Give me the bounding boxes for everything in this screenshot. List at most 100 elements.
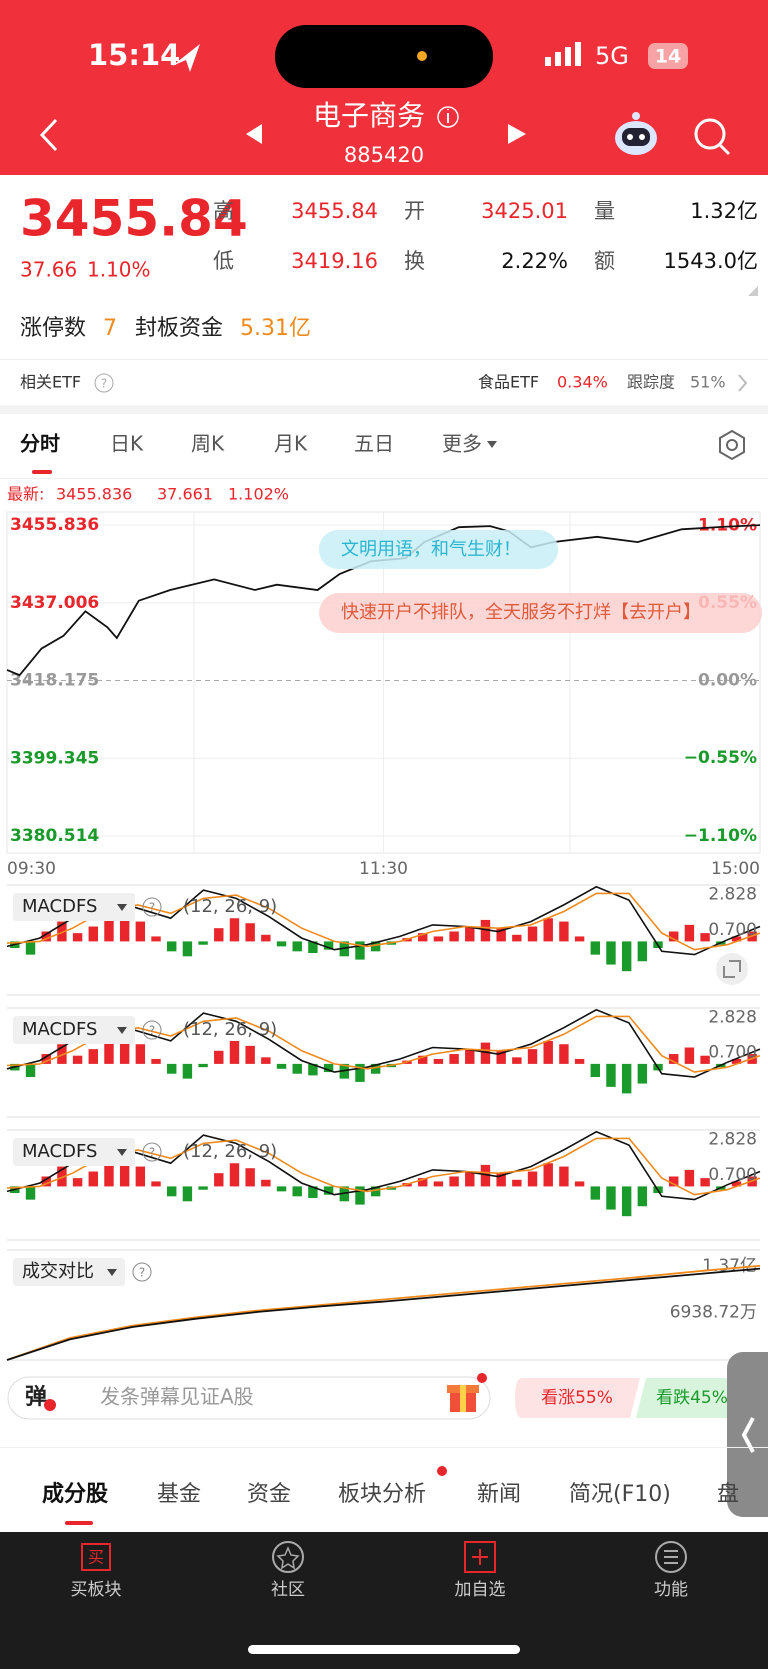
macd-bar	[418, 1178, 428, 1187]
signal	[545, 42, 581, 66]
macd-bar	[574, 1058, 585, 1064]
field-label: 换	[404, 249, 425, 273]
field-label: 量	[594, 199, 615, 223]
network: 5G	[595, 42, 629, 70]
help-circle[interactable]	[94, 373, 114, 393]
down-pill[interactable]	[636, 1378, 745, 1418]
etf-name: 食品ETF	[478, 373, 539, 392]
macd-bar	[261, 934, 271, 942]
robot-icon[interactable]	[615, 112, 657, 155]
tab-underline	[32, 470, 52, 474]
info-icon[interactable]	[437, 106, 459, 128]
up-pill[interactable]	[515, 1378, 640, 1418]
star	[276, 1546, 300, 1570]
macd-bar	[104, 918, 114, 942]
search[interactable]	[694, 118, 731, 156]
toolbar-item[interactable]: 加自选	[455, 1580, 506, 1600]
macd-bar	[621, 1063, 632, 1094]
indicator-box[interactable]	[13, 1016, 135, 1044]
macd-bar	[276, 1186, 287, 1192]
macd-bar	[261, 1057, 271, 1064]
bottom-tab[interactable]: 基金	[157, 1482, 201, 1507]
bottom-tab[interactable]: 板块分析	[338, 1482, 426, 1507]
macd-bar	[119, 1034, 130, 1064]
gift[interactable]	[447, 1385, 479, 1412]
side-tab[interactable]	[727, 1352, 768, 1517]
macd-bar	[323, 1186, 334, 1195]
macd-bar	[245, 1045, 255, 1064]
macd-bar	[41, 1176, 51, 1187]
macd-bar	[72, 1055, 83, 1064]
indicator-box[interactable]	[13, 1138, 135, 1166]
macd-bar	[527, 1049, 538, 1064]
macd-bar	[182, 1063, 193, 1079]
macd-bar	[214, 1050, 224, 1064]
dynamic-island	[275, 25, 493, 88]
help: ?	[101, 377, 107, 391]
macd-bar	[198, 1063, 208, 1068]
bottom-tab[interactable]: 盘	[717, 1482, 739, 1507]
line	[6, 1264, 761, 1361]
macd-bar	[88, 1049, 98, 1064]
bottom-tab[interactable]: 成分股	[42, 1482, 108, 1507]
latest-label: 最新:	[7, 485, 44, 504]
toolbar-item[interactable]: 买板块	[71, 1580, 122, 1600]
macd-bar	[496, 1173, 506, 1187]
tab[interactable]: 日K	[110, 432, 144, 456]
y-tick-label: 3399.345	[10, 748, 99, 768]
macd-bar	[574, 936, 585, 942]
battery-level: 14	[655, 46, 681, 68]
tab[interactable]: 五日	[354, 432, 394, 456]
bottom-tab[interactable]: 新闻	[477, 1482, 521, 1507]
camera-dot	[417, 51, 427, 61]
indicator-box[interactable]	[13, 1258, 125, 1286]
fund-label: 封板资金	[135, 316, 223, 341]
toolbar-item[interactable]: 功能	[654, 1580, 688, 1600]
back[interactable]	[39, 118, 58, 152]
macd-bar	[151, 1058, 161, 1064]
macd-bar	[292, 1186, 302, 1197]
field-label: 额	[594, 249, 615, 273]
y-tick-label: 0.700	[708, 1165, 757, 1185]
time: 15:14	[88, 38, 180, 72]
help-circle	[142, 1020, 162, 1040]
home-indicator	[248, 1645, 520, 1654]
caret	[117, 1027, 127, 1034]
macd-bar	[496, 1050, 506, 1064]
bottom-tab[interactable]: 简况(F10)	[569, 1482, 671, 1507]
macd-bar	[621, 1186, 632, 1217]
toolbar-item[interactable]: 社区	[271, 1580, 305, 1600]
x-tick-label: 15:00	[711, 859, 760, 879]
macd-bar	[465, 926, 475, 942]
tab[interactable]: 月K	[274, 432, 308, 456]
macd-bar	[731, 1058, 742, 1064]
macd-bar	[731, 936, 742, 942]
plus	[472, 1549, 488, 1565]
y-tick-label: 6938.72万	[670, 1302, 757, 1322]
next[interactable]	[508, 124, 526, 144]
latest-change: 37.661	[157, 485, 213, 504]
macd-bar	[72, 1178, 83, 1187]
tab[interactable]: 分时	[20, 432, 60, 456]
prev[interactable]	[246, 124, 262, 144]
danmaku-input[interactable]	[7, 1376, 491, 1420]
settings[interactable]	[719, 429, 745, 461]
line	[6, 524, 761, 677]
tab[interactable]: 更多	[442, 432, 482, 456]
macd-bar	[590, 1186, 600, 1200]
macd-bar	[57, 1166, 67, 1187]
macd-bar	[433, 936, 444, 942]
expand[interactable]	[716, 953, 748, 985]
help: ?	[149, 901, 155, 915]
y-tick-label: 2.828	[708, 1130, 757, 1150]
macd-bar	[151, 936, 161, 942]
macd-bar	[323, 1063, 334, 1073]
macd-bar	[637, 1063, 648, 1084]
macd-bar	[151, 1181, 161, 1187]
tab[interactable]: 周K	[191, 432, 225, 456]
macd-bar	[167, 1063, 177, 1074]
indicator-box[interactable]	[13, 893, 135, 921]
bottom-tab[interactable]: 资金	[247, 1482, 291, 1507]
macd-bar	[355, 1063, 365, 1082]
